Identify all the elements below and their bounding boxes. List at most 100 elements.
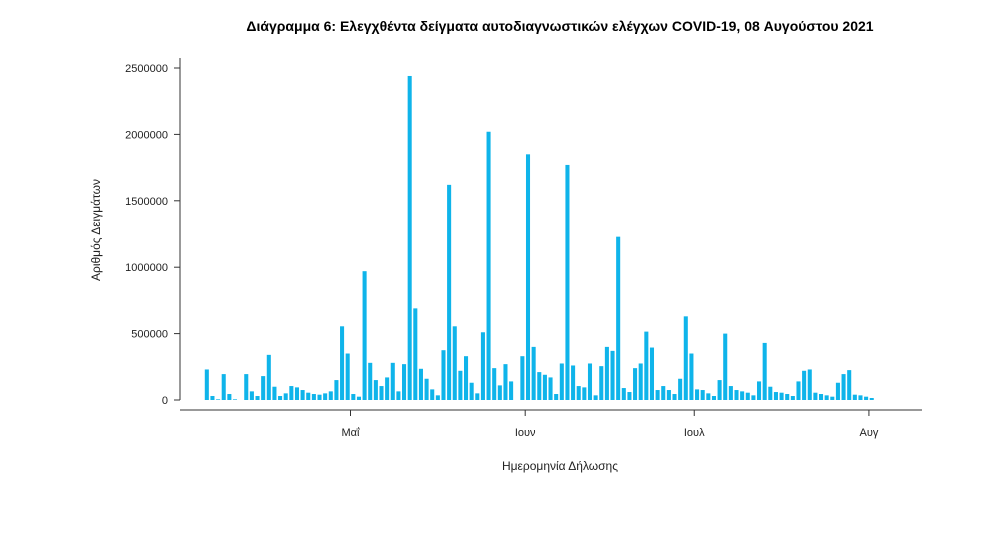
y-axis: 0 500000 1000000 1500000 2000000 2500000 xyxy=(125,58,181,407)
bar xyxy=(407,75,412,400)
bar xyxy=(864,396,869,400)
bar xyxy=(661,386,666,400)
bar xyxy=(649,347,655,400)
bar xyxy=(644,331,649,400)
bar xyxy=(587,363,593,400)
bar xyxy=(830,396,835,400)
bar xyxy=(757,381,762,400)
bar xyxy=(858,395,863,400)
bar xyxy=(509,381,514,400)
bar xyxy=(441,350,446,400)
bar xyxy=(289,386,294,400)
bar xyxy=(751,395,756,400)
bar xyxy=(486,131,491,401)
bar xyxy=(571,365,576,400)
bar xyxy=(711,396,716,400)
bar xyxy=(841,374,846,400)
bar xyxy=(503,364,508,400)
bar xyxy=(340,326,345,400)
bar xyxy=(283,393,288,400)
y-tick-label: 1500000 xyxy=(125,196,168,208)
bar xyxy=(424,378,429,400)
bar xyxy=(695,389,700,400)
bar xyxy=(847,370,852,400)
bar xyxy=(244,374,249,400)
y-tick-label: 2000000 xyxy=(125,129,168,141)
bar xyxy=(227,394,232,400)
bar xyxy=(599,366,604,400)
bar xyxy=(819,394,824,400)
bar xyxy=(802,370,807,400)
bar xyxy=(204,369,209,400)
bar xyxy=(706,393,711,400)
bar xyxy=(351,394,356,400)
chart-title: Διάγραμμα 6: Ελεγχθέντα δείγματα αυτοδια… xyxy=(246,18,874,34)
x-tick-label: Ιουλ xyxy=(684,427,705,439)
bar xyxy=(278,396,283,400)
bar xyxy=(554,394,559,400)
bar xyxy=(852,394,857,400)
bar xyxy=(328,391,333,400)
bar xyxy=(520,356,525,400)
bar xyxy=(723,333,728,400)
y-tick-label: 1000000 xyxy=(125,262,168,274)
bar xyxy=(480,332,485,400)
bar xyxy=(745,392,750,400)
bar xyxy=(689,353,694,400)
x-tick-label: Ιουν xyxy=(515,427,536,439)
bar xyxy=(323,393,328,400)
bar xyxy=(249,391,254,400)
bar xyxy=(362,271,367,400)
bar xyxy=(762,342,767,400)
bar xyxy=(638,363,643,400)
bar xyxy=(768,386,773,400)
bar xyxy=(593,395,598,400)
bars-layer xyxy=(204,75,874,401)
bar xyxy=(666,390,671,400)
y-tick-label: 0 xyxy=(162,395,168,407)
bar xyxy=(700,390,705,400)
bar xyxy=(683,316,688,400)
bar xyxy=(368,362,373,400)
bar xyxy=(531,346,536,400)
bar xyxy=(356,396,361,400)
bar xyxy=(390,362,395,400)
bar xyxy=(576,386,581,400)
bar xyxy=(734,390,739,400)
bar xyxy=(779,392,784,400)
bar xyxy=(458,370,463,400)
bar xyxy=(402,364,407,400)
bar xyxy=(678,378,683,400)
bar xyxy=(300,390,305,400)
bar xyxy=(261,376,266,400)
bar xyxy=(413,308,418,400)
bar xyxy=(379,386,384,400)
bar xyxy=(633,368,638,400)
x-axis-label: Ημερομηνία Δήλωσης xyxy=(502,459,618,473)
bar xyxy=(672,394,677,400)
bar xyxy=(790,396,795,400)
bar xyxy=(582,387,587,400)
bar xyxy=(452,326,457,400)
bar xyxy=(869,398,874,400)
bar xyxy=(396,391,401,400)
bar xyxy=(559,363,564,400)
bar xyxy=(317,394,322,400)
bar xyxy=(294,387,300,400)
bar xyxy=(604,346,609,400)
bar xyxy=(311,394,316,400)
bar xyxy=(435,395,440,400)
y-tick-label: 500000 xyxy=(131,329,168,341)
bar xyxy=(373,380,378,400)
bar xyxy=(306,392,311,400)
bar xyxy=(497,385,502,400)
bar xyxy=(813,392,818,400)
x-axis: Μαΐ Ιουν Ιουλ Αυγ xyxy=(180,409,922,439)
bar xyxy=(621,388,626,400)
bar xyxy=(345,353,350,400)
bar xyxy=(216,399,221,400)
bar xyxy=(272,386,277,400)
bar xyxy=(565,164,570,400)
bar xyxy=(728,386,733,400)
bar xyxy=(418,368,423,400)
